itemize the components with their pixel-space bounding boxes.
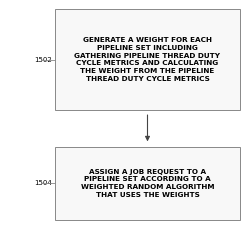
FancyBboxPatch shape	[55, 9, 240, 110]
Text: ASSIGN A JOB REQUEST TO A
PIPELINE SET ACCORDING TO A
WEIGHTED RANDOM ALGORITHM
: ASSIGN A JOB REQUEST TO A PIPELINE SET A…	[81, 169, 214, 198]
FancyBboxPatch shape	[55, 147, 240, 220]
Text: 1504: 1504	[34, 180, 52, 186]
Text: 1502: 1502	[34, 57, 52, 63]
Text: GENERATE A WEIGHT FOR EACH
PIPELINE SET INCLUDING
GATHERING PIPELINE THREAD DUTY: GENERATE A WEIGHT FOR EACH PIPELINE SET …	[74, 37, 221, 82]
